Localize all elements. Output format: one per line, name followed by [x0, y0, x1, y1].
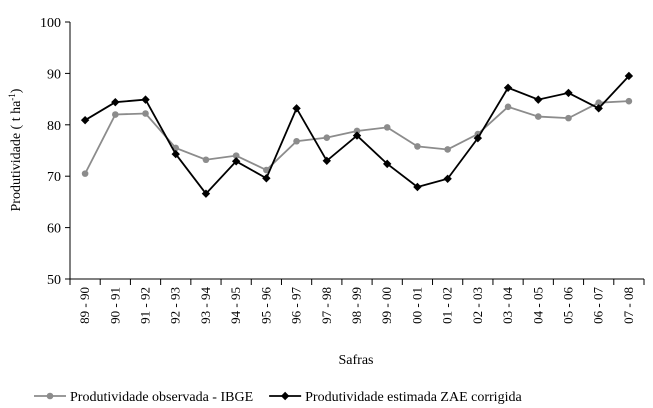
x-axis: 89 - 90 90 - 91 91 - 92 92 - 93 93 - 94 94 - …: [69, 278, 645, 324]
y-tick-label: 70: [47, 170, 61, 185]
y-axis: 50 60 70 80 90 100: [40, 16, 71, 288]
y-axis-title-superscript: -1: [7, 93, 17, 101]
series-1-point: [595, 99, 602, 106]
y-tick-label: 90: [47, 67, 61, 82]
series-1-point: [504, 103, 512, 111]
x-tick-label: 90 - 91: [107, 287, 122, 324]
legend-label: Produtividade estimada ZAE corrigida: [305, 390, 522, 405]
svg-text:Produtividade ( t ha-1): Produtividade ( t ha-1): [7, 88, 24, 211]
x-tick-label: 00 - 01: [409, 287, 424, 324]
legend-swatch-marker: [46, 392, 54, 400]
series-1-point: [323, 134, 331, 141]
series-2-point: [413, 182, 422, 192]
series-1-point: [202, 156, 210, 164]
x-tick-label: 06 - 07: [591, 287, 606, 324]
x-tick-label: 93 - 94: [198, 287, 213, 324]
x-tick-label: 92 - 93: [168, 287, 183, 324]
legend-label: Produtividade observada - IBGE: [70, 390, 253, 405]
series-1: [81, 97, 633, 177]
y-tick-label: 50: [47, 273, 61, 288]
series-2-point: [111, 97, 120, 107]
series-1-point: [263, 166, 270, 174]
series-1-point: [293, 137, 300, 145]
y-tick-label: 80: [47, 119, 61, 134]
x-tick-label: 99 - 00: [379, 287, 394, 324]
series-2-point: [443, 174, 452, 183]
series-2-point: [383, 159, 392, 169]
x-tick-label: 97 - 98: [319, 287, 334, 324]
x-tick-label: 96 - 97: [289, 287, 304, 324]
series-1-point: [383, 124, 391, 131]
y-tick-label: 60: [47, 222, 61, 237]
legend-item-1: Produtividade observada - IBGE: [34, 390, 253, 405]
series-2-point: [141, 95, 150, 104]
x-tick-label: 01 - 02: [440, 287, 455, 324]
series-2-point: [80, 115, 90, 125]
series-1-point: [414, 143, 421, 150]
series-2-point: [534, 95, 543, 104]
series-2: [80, 71, 634, 198]
legend: Produtividade observada - IBGE Produtivid…: [34, 390, 522, 405]
x-tick-label: 07 - 08: [621, 287, 636, 324]
y-axis-title-end: ): [9, 88, 24, 93]
series-2-point: [292, 104, 301, 113]
series-2-point: [171, 149, 180, 159]
series-2-point: [201, 189, 211, 198]
series-1-point: [625, 97, 633, 105]
y-tick-label: 100: [40, 16, 61, 31]
series-1-point: [353, 127, 361, 135]
series-1-point: [444, 146, 451, 153]
series-2-point: [473, 133, 483, 143]
y-axis-title-main: Produtividade ( t ha: [9, 100, 24, 212]
series-2-point: [322, 156, 331, 165]
series-2-point: [564, 88, 573, 98]
series-1-point: [112, 111, 119, 118]
series-1-point: [232, 152, 240, 159]
series-1-point: [565, 114, 572, 122]
x-tick-label: 94 - 95: [228, 287, 243, 324]
x-tick-label: 95 - 96: [258, 287, 273, 324]
series-1-point: [81, 170, 89, 177]
x-tick-label: 89 - 90: [77, 287, 92, 324]
series-layer: [80, 71, 634, 198]
x-tick-label: 02 - 03: [470, 287, 485, 324]
series-2-point: [503, 83, 513, 92]
series-2-point: [352, 131, 362, 140]
series-2-point: [231, 157, 241, 166]
x-tick-label: 03 - 04: [500, 287, 515, 324]
series-2-point: [594, 104, 603, 113]
x-tick-label: 05 - 06: [560, 287, 575, 324]
series-1-point: [142, 110, 149, 117]
x-tick-label: 04 - 05: [530, 287, 545, 324]
x-axis-title: Safras: [339, 353, 374, 368]
series-2-point: [624, 71, 634, 81]
y-axis-title: Produtividade ( t ha-1): [7, 88, 24, 211]
legend-item-2: Produtividade estimada ZAE corrigida: [269, 390, 522, 405]
x-tick-label: 98 - 99: [349, 287, 364, 324]
legend-swatch-marker: [280, 391, 290, 401]
x-tick-label: 91 - 92: [138, 287, 153, 324]
series-1-point: [534, 113, 542, 120]
series-2-point: [262, 174, 271, 183]
